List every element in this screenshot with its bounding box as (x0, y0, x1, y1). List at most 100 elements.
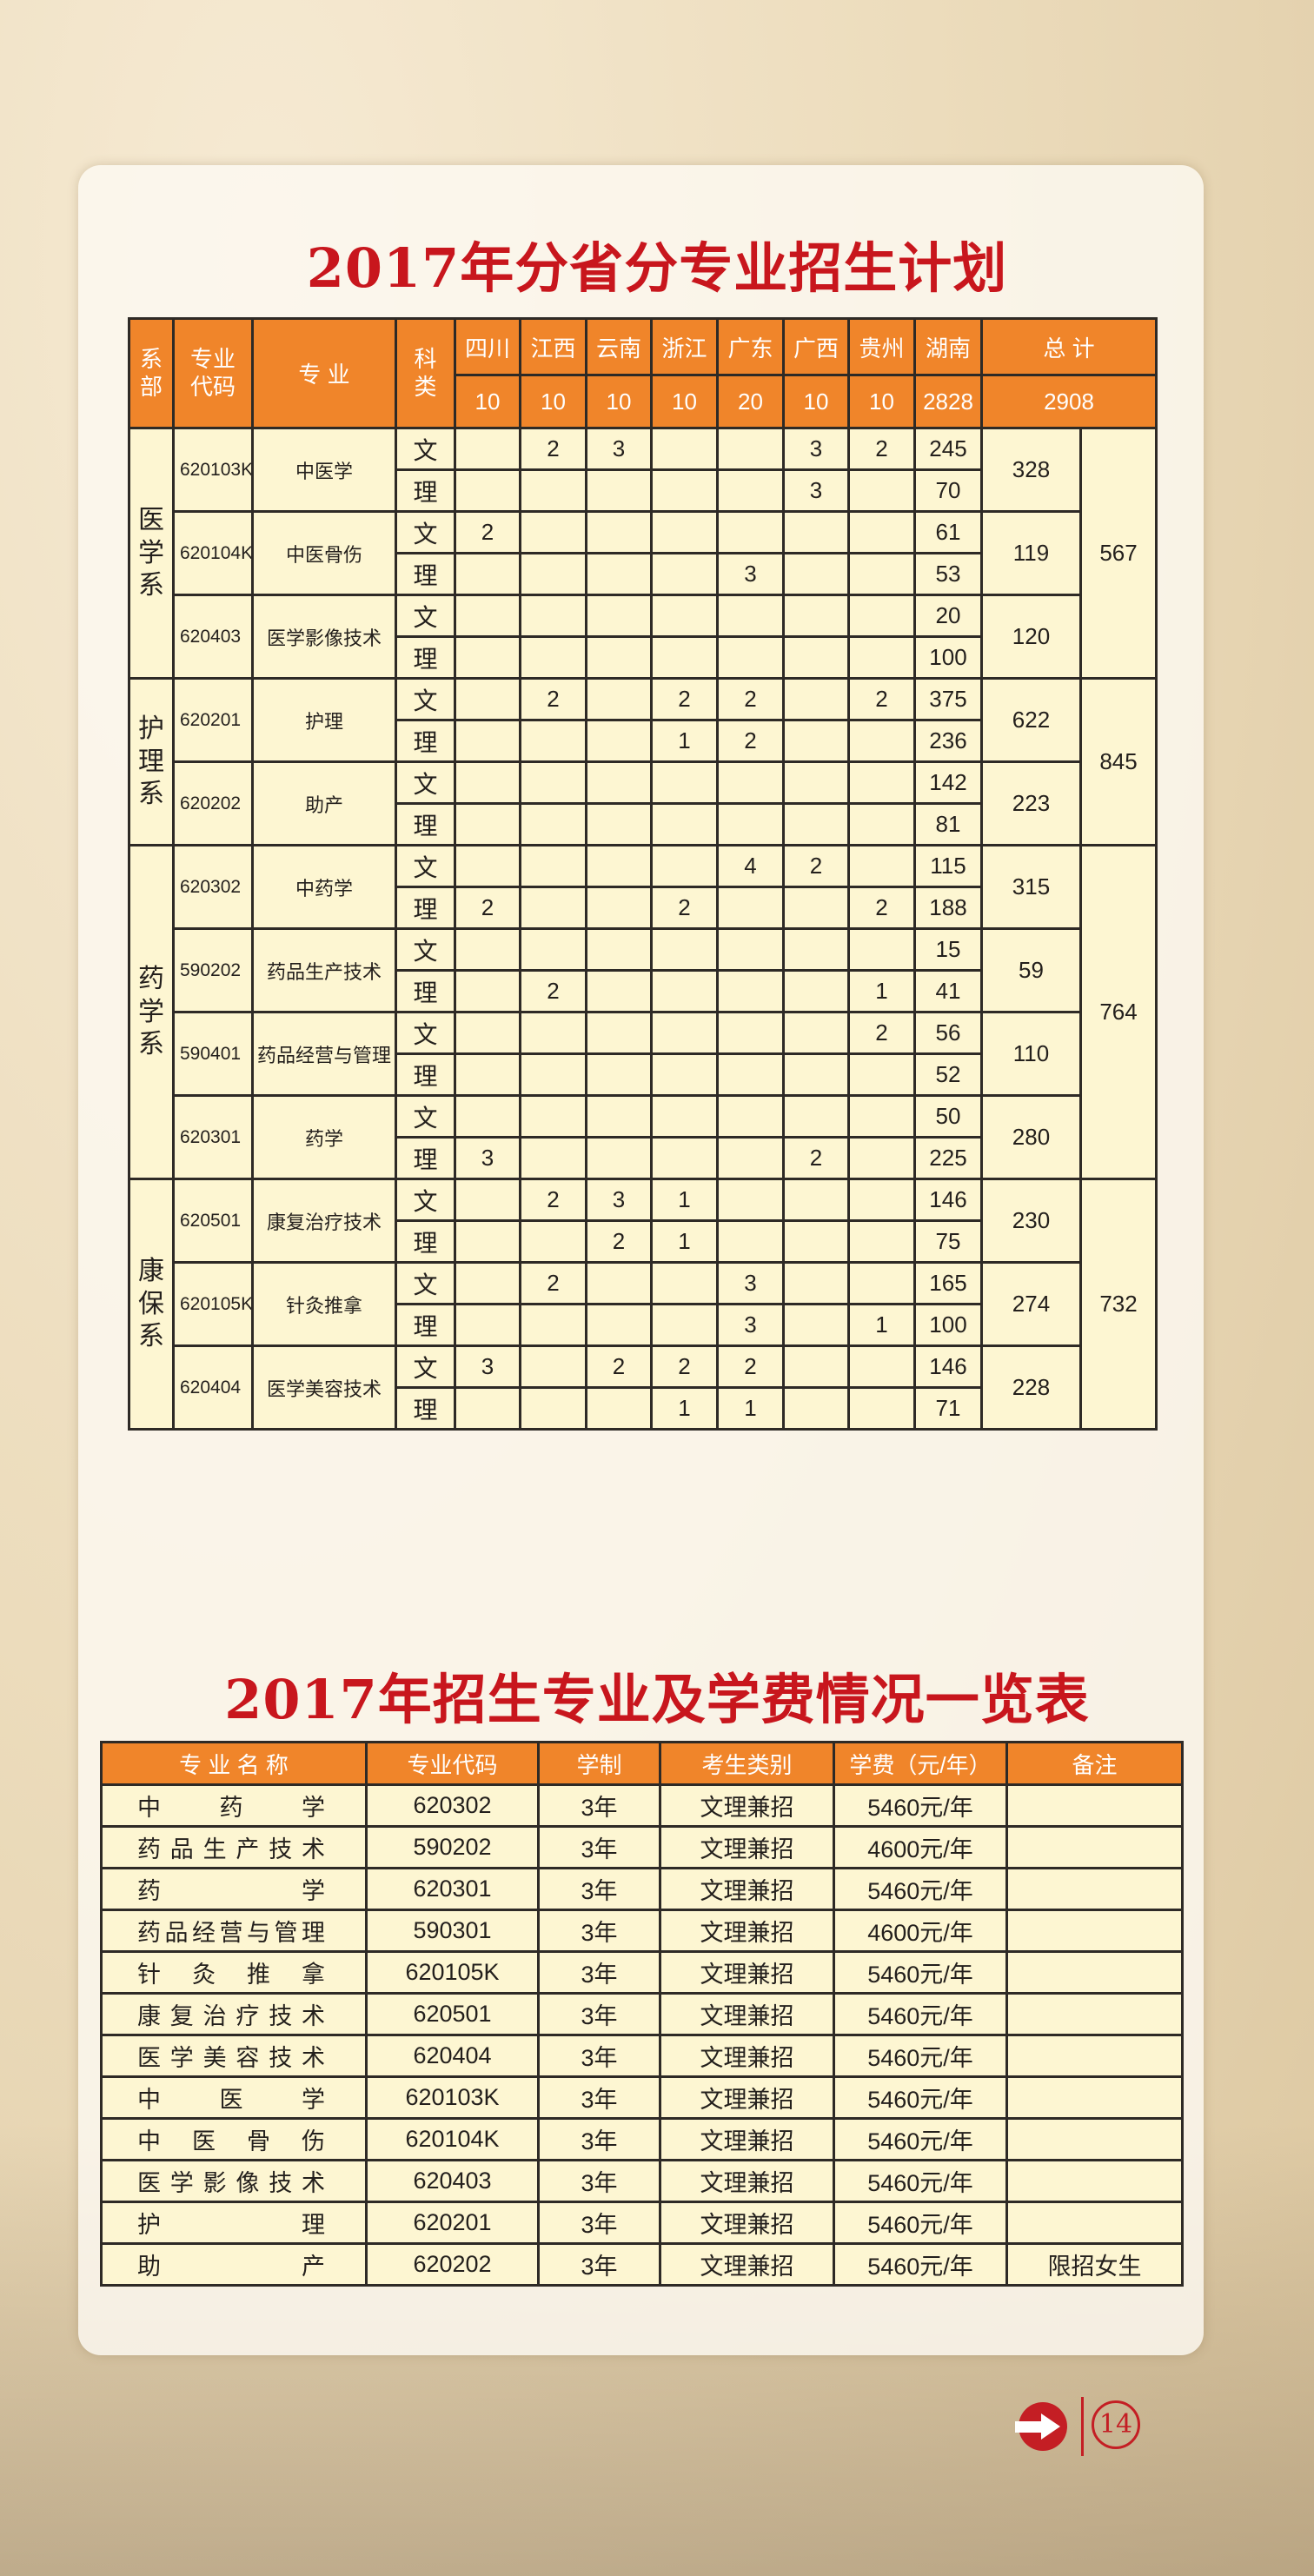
quota-cell (454, 1011, 521, 1055)
quota-cell (519, 719, 587, 763)
major-name: 针灸推拿 (100, 1950, 368, 1995)
quota-cell: 2 (519, 1261, 587, 1305)
header-total: 总 计 (979, 317, 1158, 376)
quota-cell: 2 (782, 1136, 850, 1180)
quota-cell (519, 1303, 587, 1347)
table-row: 理 1 2 236 (129, 719, 1157, 763)
major-name: 药学 (100, 1867, 368, 1911)
province-quota: 10 (782, 374, 850, 429)
major-subtotal: 622 (980, 677, 1082, 763)
table-row: 理 2 1 41 (129, 969, 1157, 1013)
table-row: 理 52 (129, 1052, 1157, 1097)
quota-cell (519, 1386, 587, 1431)
student-category: 文理兼招 (659, 1825, 835, 1869)
department-name: 药学系 (128, 844, 175, 1180)
table-row: 理 2 1 75 (129, 1219, 1157, 1264)
quota-cell (782, 969, 850, 1013)
header-major: 专 业 (251, 317, 397, 429)
quota-cell: 245 (913, 427, 983, 471)
major-name: 助产 (251, 760, 397, 846)
table-row: 中医骨伤 620104K 3年 文理兼招 5460元/年 (100, 2117, 1184, 2161)
next-arrow-icon[interactable] (1015, 2402, 1067, 2451)
remark (1005, 1950, 1184, 1995)
quota-cell (454, 1178, 521, 1222)
table-row: 医学美容技术 620404 3年 文理兼招 5460元/年 (100, 2034, 1184, 2078)
table-row: 理 1 1 71 (129, 1386, 1157, 1431)
table-row: 理 3 53 (129, 552, 1157, 596)
quota-cell (782, 1261, 850, 1305)
remark (1005, 1909, 1184, 1953)
quota-cell (847, 760, 916, 805)
quota-cell (454, 1094, 521, 1139)
quota-cell (716, 1011, 785, 1055)
quota-cell (650, 594, 719, 638)
quota-cell (585, 719, 653, 763)
student-category: 文理兼招 (659, 1909, 835, 1953)
quota-cell: 3 (454, 1136, 521, 1180)
table-row: 理 3 1 100 (129, 1303, 1157, 1347)
quota-cell (716, 468, 785, 513)
tuition: 4600元/年 (833, 1909, 1008, 1953)
quota-cell (650, 1136, 719, 1180)
duration: 3年 (537, 1950, 661, 1995)
quota-cell: 15 (913, 927, 983, 972)
major-name: 药品生产技术 (251, 927, 397, 1013)
quota-cell: 100 (913, 635, 983, 680)
province-quota: 10 (847, 374, 916, 429)
subject-type: 理 (395, 886, 456, 930)
province-quota: 20 (716, 374, 785, 429)
quota-cell (782, 886, 850, 930)
quota-cell (650, 468, 719, 513)
student-category: 文理兼招 (659, 2075, 835, 2120)
quota-cell (585, 1386, 653, 1431)
quota-cell: 2 (716, 1344, 785, 1389)
subject-type: 文 (395, 844, 456, 888)
quota-cell: 1 (847, 969, 916, 1013)
quota-cell (650, 1052, 719, 1097)
quota-cell (847, 1261, 916, 1305)
quota-cell: 165 (913, 1261, 983, 1305)
major-subtotal: 59 (980, 927, 1082, 1013)
quota-cell: 3 (585, 1178, 653, 1222)
province-quota: 2828 (913, 374, 983, 429)
page-number: 14 (1092, 2400, 1140, 2449)
table-row: 590202 药品生产技术文 15 59 (129, 927, 1157, 1013)
department-total: 845 (1078, 677, 1158, 846)
major-code: 620403 (365, 2159, 540, 2203)
table-row: 中药学 620302 3年 文理兼招 5460元/年 (100, 1783, 1184, 1828)
student-category: 文理兼招 (659, 1867, 835, 1911)
quota-cell: 50 (913, 1094, 983, 1139)
remark (1005, 1992, 1184, 2036)
quota-cell (716, 1094, 785, 1139)
duration: 3年 (537, 2034, 661, 2078)
quota-cell (782, 802, 850, 846)
quota-cell: 1 (650, 719, 719, 763)
quota-cell (650, 635, 719, 680)
duration: 3年 (537, 2159, 661, 2203)
quota-cell (519, 1344, 587, 1389)
quota-cell (454, 1303, 521, 1347)
quota-cell (847, 552, 916, 596)
table-row: 理 81 (129, 802, 1157, 846)
quota-cell (454, 1261, 521, 1305)
quota-cell (782, 927, 850, 972)
quota-cell: 53 (913, 552, 983, 596)
quota-cell: 2 (519, 1178, 587, 1222)
table-row: 620104K 中医骨伤文 2 61 119 (129, 510, 1157, 596)
header-province: 湖南 (913, 317, 983, 376)
quota-cell (650, 1094, 719, 1139)
fees-header: 专 业 名 称 (100, 1741, 368, 1786)
quota-cell: 4 (716, 844, 785, 888)
quota-cell: 41 (913, 969, 983, 1013)
quota-cell: 3 (782, 427, 850, 471)
major-subtotal: 315 (980, 844, 1082, 930)
quota-cell (650, 802, 719, 846)
table-row: 理 2 2 2 188 (129, 886, 1157, 930)
major-code: 620301 (365, 1867, 540, 1911)
subject-type: 文 (395, 1344, 456, 1389)
quota-cell (847, 1386, 916, 1431)
quota-cell: 2 (519, 677, 587, 721)
major-code: 590202 (172, 927, 254, 1013)
province-quota: 10 (454, 374, 521, 429)
major-code: 620403 (172, 594, 254, 680)
